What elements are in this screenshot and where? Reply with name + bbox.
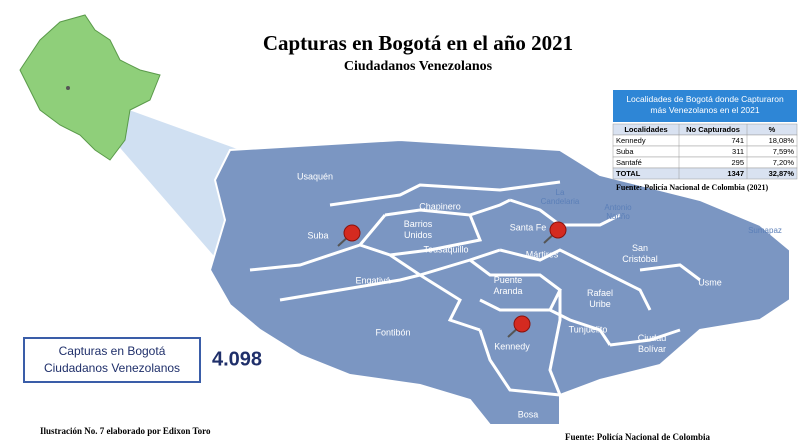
table-cell: Suba xyxy=(616,147,634,156)
locality-label: Ciudad Bolívar xyxy=(638,333,667,354)
locality-label: Usme xyxy=(698,277,722,287)
table-cell: Santafé xyxy=(616,158,642,167)
table-cell: 1347 xyxy=(727,169,744,178)
locality-label: Tunjuelito xyxy=(569,324,608,334)
colombia-inset xyxy=(19,14,161,161)
table-header: No Capturados xyxy=(686,125,740,134)
table-title-bg xyxy=(613,90,797,122)
table-cell: 32,87% xyxy=(769,169,795,178)
locality-label: Usaquén xyxy=(297,171,333,181)
title: Capturas en Bogotá en el año 2021 xyxy=(263,31,573,55)
locality-label: Fontibón xyxy=(375,327,410,337)
table-cell: 18,08% xyxy=(769,136,795,145)
table: Localidades de Bogotá donde Capturaron má… xyxy=(612,90,798,180)
locality-label: Engativá xyxy=(355,275,390,285)
table-cell: 7,20% xyxy=(773,158,795,167)
locality-label: Puente Aranda xyxy=(493,275,522,296)
table-cell: TOTAL xyxy=(616,169,641,178)
locality-label: Rafael Uribe xyxy=(587,288,613,309)
bogota-point xyxy=(66,86,70,90)
locality-label: La Candelaria xyxy=(541,188,580,206)
locality-label: Santa Fe xyxy=(510,222,547,232)
locality-label: Chapinero xyxy=(419,201,461,211)
table-cell: 7,59% xyxy=(773,147,795,156)
table-title: Localidades de Bogotá donde Capturaron má… xyxy=(626,94,784,115)
locality-label: San Cristóbal xyxy=(622,243,658,264)
summary-label: Capturas en Bogotá xyxy=(59,344,166,358)
locality-label: Barrios Unidos xyxy=(404,219,433,240)
table-source: Fuente: Policía Nacional de Colombia (20… xyxy=(616,183,769,192)
pins xyxy=(337,221,567,338)
table-cell: Kennedy xyxy=(616,136,646,145)
table-cell: 741 xyxy=(731,136,744,145)
locality-label: Suba xyxy=(307,230,328,240)
table-cell: 311 xyxy=(732,147,744,156)
locality-labels: Usaquén Chapinero Suba Barrios Unidos Teusaqu… xyxy=(297,171,782,419)
table-header: Localidades xyxy=(624,125,667,134)
locality-label: Kennedy xyxy=(494,341,530,351)
table-cell: 295 xyxy=(731,158,744,167)
locality-label: Mártires xyxy=(526,249,559,259)
credit: Ilustración No. 7 elaborado por Edixon T… xyxy=(40,426,211,436)
table-row xyxy=(612,145,798,158)
locality-label: Antonio Nariño xyxy=(604,203,632,221)
summary-total: 4.098 xyxy=(212,348,262,370)
locality-label: Sumapaz xyxy=(748,226,782,235)
subtitle: Ciudadanos Venezolanos xyxy=(344,59,493,74)
summary-box xyxy=(23,337,201,383)
locality-label: Bosa xyxy=(518,409,539,419)
summary-label: Ciudadanos Venezolanos xyxy=(44,361,180,375)
table-header: % xyxy=(769,125,776,134)
locality-label: Teusaquillo xyxy=(423,244,468,254)
footer-source: Fuente: Policía Nacional de Colombia xyxy=(565,432,710,442)
table-row xyxy=(612,167,798,180)
